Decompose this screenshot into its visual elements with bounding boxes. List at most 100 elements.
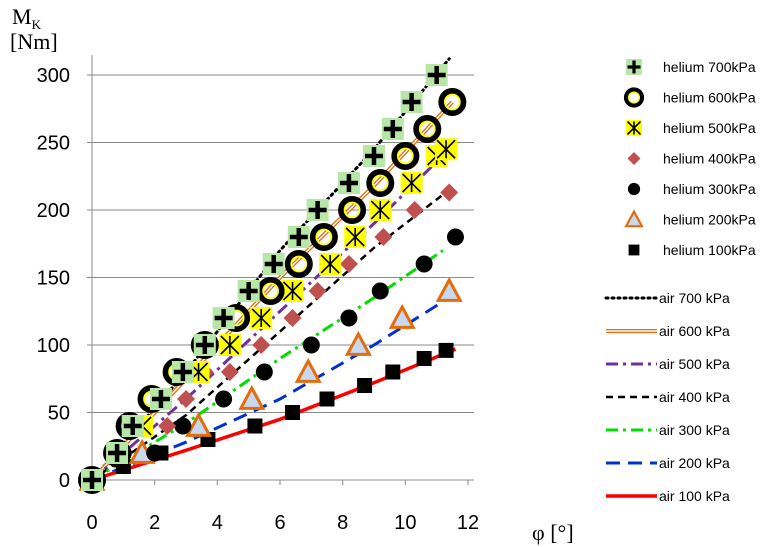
point-helium-200kpa-4: [294, 357, 322, 383]
y-axis-label-main: M: [12, 4, 32, 29]
point-helium-700kpa-4: [171, 361, 194, 383]
legend-item-air-300-kpa: air 300 kPa: [606, 422, 730, 438]
legend-item-helium-200kpa: helium 200kPa: [624, 209, 756, 228]
series-line-air-400-kpa: [91, 188, 450, 482]
series-line-air-500-kpa: [91, 148, 451, 482]
point-helium-100kpa-4: [247, 418, 263, 434]
point-helium-200kpa-2: [185, 411, 213, 437]
point-helium-400kpa-1: [177, 390, 195, 408]
y-tick-label-300: 300: [37, 65, 70, 87]
x-tick-label-12: 12: [457, 512, 479, 534]
point-helium-700kpa-8: [262, 253, 285, 275]
legend-label-helium-700kpa: helium 700kPa: [663, 59, 756, 75]
point-helium-700kpa-0: [81, 469, 103, 491]
point-helium-600kpa-10: [338, 196, 367, 224]
x-tick-label-0: 0: [86, 512, 97, 534]
point-helium-300kpa-5: [255, 363, 273, 381]
point-helium-500kpa-2: [218, 334, 241, 356]
series-markers: [78, 64, 467, 494]
point-helium-100kpa-10: [438, 342, 454, 358]
legend-label-air-100-kpa: air 100 kPa: [659, 488, 730, 504]
axes: [87, 55, 474, 485]
legend-label-air-400-kpa: air 400 kPa: [659, 389, 730, 405]
point-helium-700kpa-9: [287, 226, 310, 248]
legend-item-air-500-kpa: air 500 kPa: [606, 356, 730, 372]
point-helium-300kpa-10: [446, 228, 464, 246]
y-axis-label-subscript: K: [32, 17, 42, 32]
y-axis-label: MK: [12, 4, 42, 32]
point-helium-400kpa-4: [252, 336, 271, 354]
point-helium-200kpa-6: [388, 303, 416, 329]
point-helium-700kpa-6: [212, 307, 235, 329]
x-tick-label-4: 4: [212, 512, 223, 534]
legend-label-helium-600kpa: helium 600kPa: [663, 90, 756, 106]
point-helium-100kpa-5: [285, 405, 301, 420]
legend-marker-helium-200kpa: [624, 209, 644, 228]
point-helium-400kpa-10: [440, 183, 459, 202]
x-tick-label-2: 2: [149, 512, 160, 534]
point-helium-700kpa-13: [381, 118, 404, 140]
y-tick-label-50: 50: [48, 403, 70, 425]
point-helium-300kpa-3: [174, 417, 192, 435]
legend-item-air-200-kpa: air 200 kPa: [606, 455, 730, 471]
point-helium-700kpa-7: [237, 280, 260, 302]
legend-marker-helium-400kpa: [627, 152, 641, 165]
legend-item-air-100-kpa: air 100 kPa: [606, 488, 730, 504]
point-helium-500kpa-3: [250, 307, 273, 329]
y-tick-label-150: 150: [37, 268, 70, 290]
point-helium-600kpa-9: [309, 223, 338, 251]
point-helium-600kpa-11: [366, 169, 395, 197]
point-helium-700kpa-10: [306, 199, 329, 221]
point-helium-200kpa-3: [238, 384, 266, 410]
point-helium-500kpa-8: [400, 172, 423, 194]
point-helium-300kpa-4: [215, 390, 233, 408]
point-helium-400kpa-8: [374, 228, 393, 246]
legend-marker-helium-600kpa: [623, 87, 645, 108]
legend-item-air-400-kpa: air 400 kPa: [606, 389, 730, 405]
point-helium-700kpa-1: [106, 442, 129, 464]
point-helium-400kpa-0: [158, 417, 177, 435]
point-helium-500kpa-4: [281, 280, 304, 302]
legend-label-air-500-kpa: air 500 kPa: [659, 356, 730, 372]
point-helium-500kpa-6: [344, 226, 367, 248]
point-helium-300kpa-2: [146, 444, 164, 462]
point-helium-700kpa-3: [149, 388, 172, 410]
legend-item-helium-500kpa: helium 500kPa: [626, 120, 756, 136]
legend-item-helium-100kpa: helium 100kPa: [628, 242, 756, 258]
point-helium-600kpa-7: [256, 277, 285, 305]
point-helium-600kpa-14: [438, 88, 467, 116]
point-helium-700kpa-15: [425, 64, 448, 86]
y-axis-unit: [Nm]: [10, 29, 58, 54]
y-tick-label-0: 0: [59, 470, 70, 492]
point-helium-700kpa-2: [121, 415, 144, 437]
point-helium-200kpa-5: [344, 330, 372, 356]
legend-label-air-300-kpa: air 300 kPa: [659, 422, 730, 438]
point-helium-400kpa-3: [220, 363, 239, 381]
point-helium-700kpa-5: [193, 334, 216, 356]
gridlines: [92, 74, 474, 413]
legend-item-air-700-kpa: air 700 kPa: [604, 290, 730, 306]
point-helium-500kpa-5: [319, 253, 342, 275]
point-helium-300kpa-8: [371, 282, 389, 300]
legend-label-air-700-kpa: air 700 kPa: [659, 290, 730, 306]
legend-marker-helium-700kpa: [626, 59, 642, 75]
point-helium-100kpa-6: [319, 391, 335, 407]
point-helium-400kpa-9: [405, 201, 424, 219]
tick-labels: 0 50 100 150 200 250 300 0 2 4 6 8 10 12: [37, 65, 480, 534]
legend-marker-helium-500kpa: [626, 120, 642, 136]
legend-marker-helium-300kpa: [627, 182, 641, 196]
point-helium-100kpa-8: [385, 364, 401, 380]
legend-label-air-600-kpa: air 600 kPa: [659, 323, 730, 339]
legend-item-helium-400kpa: helium 400kPa: [627, 151, 756, 167]
point-helium-700kpa-14: [400, 91, 423, 113]
point-helium-700kpa-12: [363, 145, 385, 167]
point-helium-300kpa-9: [415, 255, 433, 273]
legend-item-helium-600kpa: helium 600kPa: [623, 87, 756, 108]
legend-item-helium-300kpa: helium 300kPa: [627, 181, 756, 197]
point-helium-400kpa-6: [308, 282, 327, 300]
legend-item-air-600-kpa: air 600 kPa: [606, 323, 730, 339]
point-helium-600kpa-12: [391, 142, 420, 170]
point-helium-400kpa-5: [283, 309, 302, 327]
